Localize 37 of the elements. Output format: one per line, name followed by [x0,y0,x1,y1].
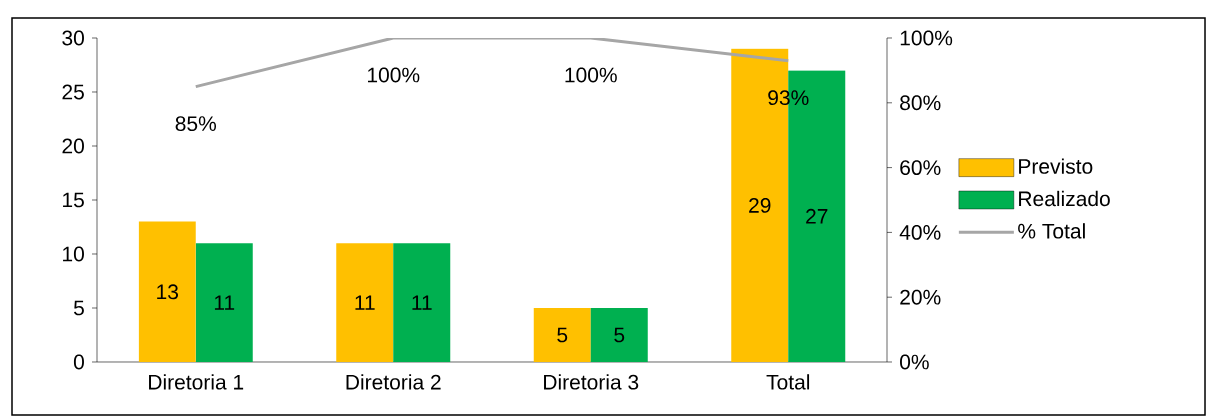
data-label: 85% [175,116,217,132]
data-label: 13 [157,284,179,300]
y-tick-label: 25 [62,84,84,100]
legend-label: Previsto [1019,158,1093,174]
data-label: 100% [368,67,420,83]
y-tick-label: 20 [62,138,84,154]
data-label: 11 [412,295,432,310]
bar [195,243,253,362]
x-tick-label: Diretoria 2 [346,374,441,390]
data-label: 11 [214,295,235,310]
data-label: 11 [355,295,375,310]
y-tick-label: 0 [73,354,84,370]
data-label: 5 [614,327,625,343]
x-tick-label: Total [766,374,810,390]
y-tick-label: 5 [73,300,84,316]
x-tick-label: Diretoria 1 [149,374,244,390]
y-tick-label: 30 [62,30,84,46]
y2-tick-label: 0% [900,354,929,370]
y2-tick-label: 40% [899,224,941,240]
y-tick-label: 10 [63,246,84,262]
y-tick-label: 15 [63,192,84,208]
bar [393,243,451,362]
data-label: 29 [749,197,771,213]
bar [533,308,591,362]
data-label: 27 [806,208,828,224]
legend-label: Realizado [1019,190,1110,207]
y2-tick-label: 80% [900,95,941,111]
bar [336,243,394,362]
bar [138,221,196,362]
data-label: 100% [565,67,617,83]
bar [590,308,648,362]
data-label: 5 [557,327,568,343]
y2-tick-label: 60% [900,160,941,176]
x-tick-label: Diretoria 3 [544,374,639,390]
y2-tick-label: 20% [900,289,941,305]
y2-tick-label: 100% [900,30,953,46]
legend-label: % Total [1018,223,1085,239]
